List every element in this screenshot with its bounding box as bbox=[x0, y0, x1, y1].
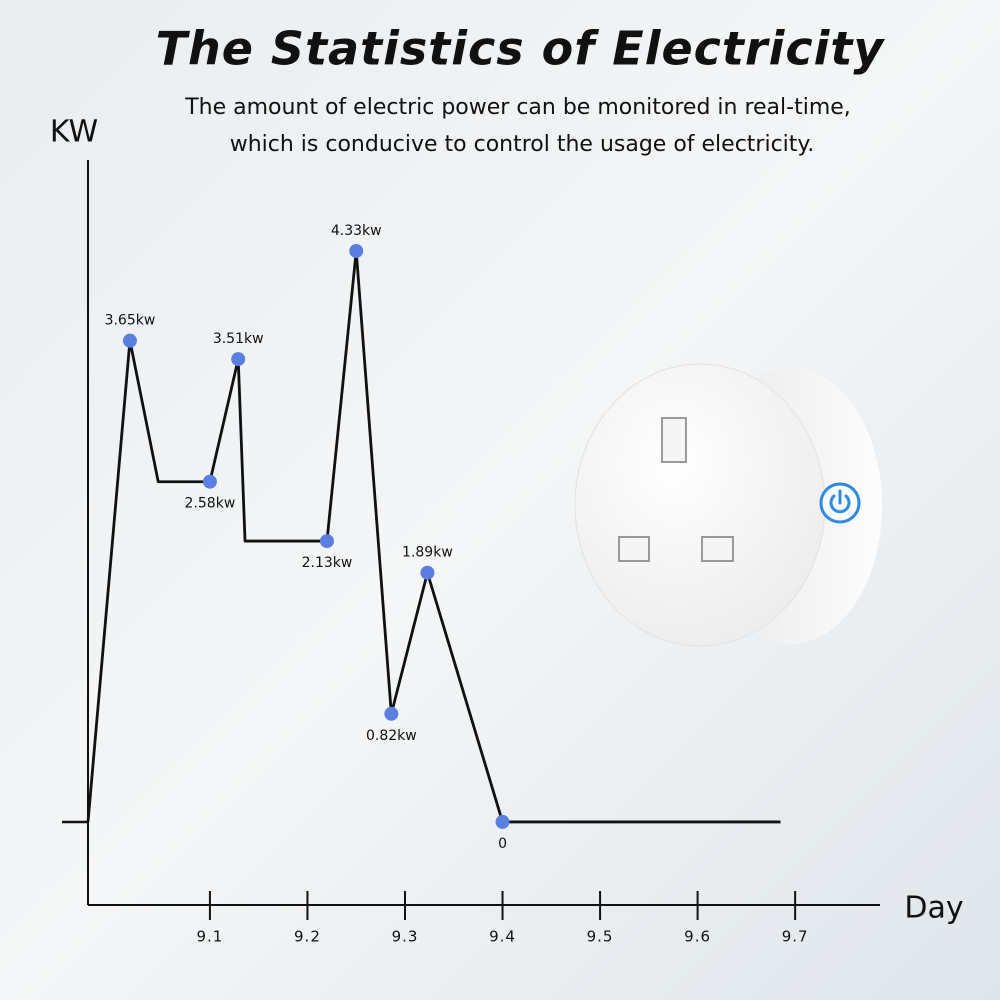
data-point bbox=[495, 814, 510, 829]
slot bbox=[661, 417, 687, 463]
x-tick-label: 9.2 bbox=[294, 928, 321, 946]
slot bbox=[618, 536, 650, 562]
title: The Statistics of Electricity bbox=[156, 22, 886, 76]
plug-face bbox=[574, 363, 826, 647]
plot: 9.1 9.2 9.3 9.4 9.5 9.6 9.7 3.65kw 2.58kw 3.51kw 2… bbox=[86, 223, 809, 946]
y-axis-label: KW bbox=[50, 115, 98, 150]
x-tick-label: 9.1 bbox=[196, 928, 223, 946]
x-tick-label: 9.3 bbox=[392, 928, 419, 946]
subtitle: which is conducive to control the usage … bbox=[230, 132, 815, 157]
x-tick-label: 9.4 bbox=[489, 928, 516, 946]
x-tick-label: 9.7 bbox=[782, 928, 809, 946]
data-label: 1.89kw bbox=[402, 545, 453, 561]
data-label: 4.33kw bbox=[331, 223, 382, 239]
data-point bbox=[122, 333, 137, 348]
x-tick-label: 9.6 bbox=[684, 928, 711, 946]
slot bbox=[701, 536, 734, 562]
data-point bbox=[231, 352, 246, 367]
x-tick-label: 9.5 bbox=[587, 928, 614, 946]
data-line bbox=[86, 249, 781, 824]
x-axis-label: Day bbox=[904, 891, 963, 926]
power-icon bbox=[829, 489, 851, 514]
data-point bbox=[384, 706, 399, 721]
data-point bbox=[202, 474, 217, 489]
data-point bbox=[319, 534, 334, 549]
data-label: 2.58kw bbox=[185, 496, 236, 512]
data-label: 3.65kw bbox=[105, 313, 156, 329]
data-point bbox=[349, 243, 364, 258]
data-label: 0 bbox=[498, 836, 507, 852]
data-label: 2.13kw bbox=[302, 555, 353, 571]
subtitle: The amount of electric power can be moni… bbox=[184, 95, 851, 120]
data-label: 3.51kw bbox=[213, 331, 264, 347]
data-label: 0.82kw bbox=[366, 728, 417, 744]
smart-plug bbox=[574, 363, 882, 647]
data-point bbox=[420, 565, 435, 580]
